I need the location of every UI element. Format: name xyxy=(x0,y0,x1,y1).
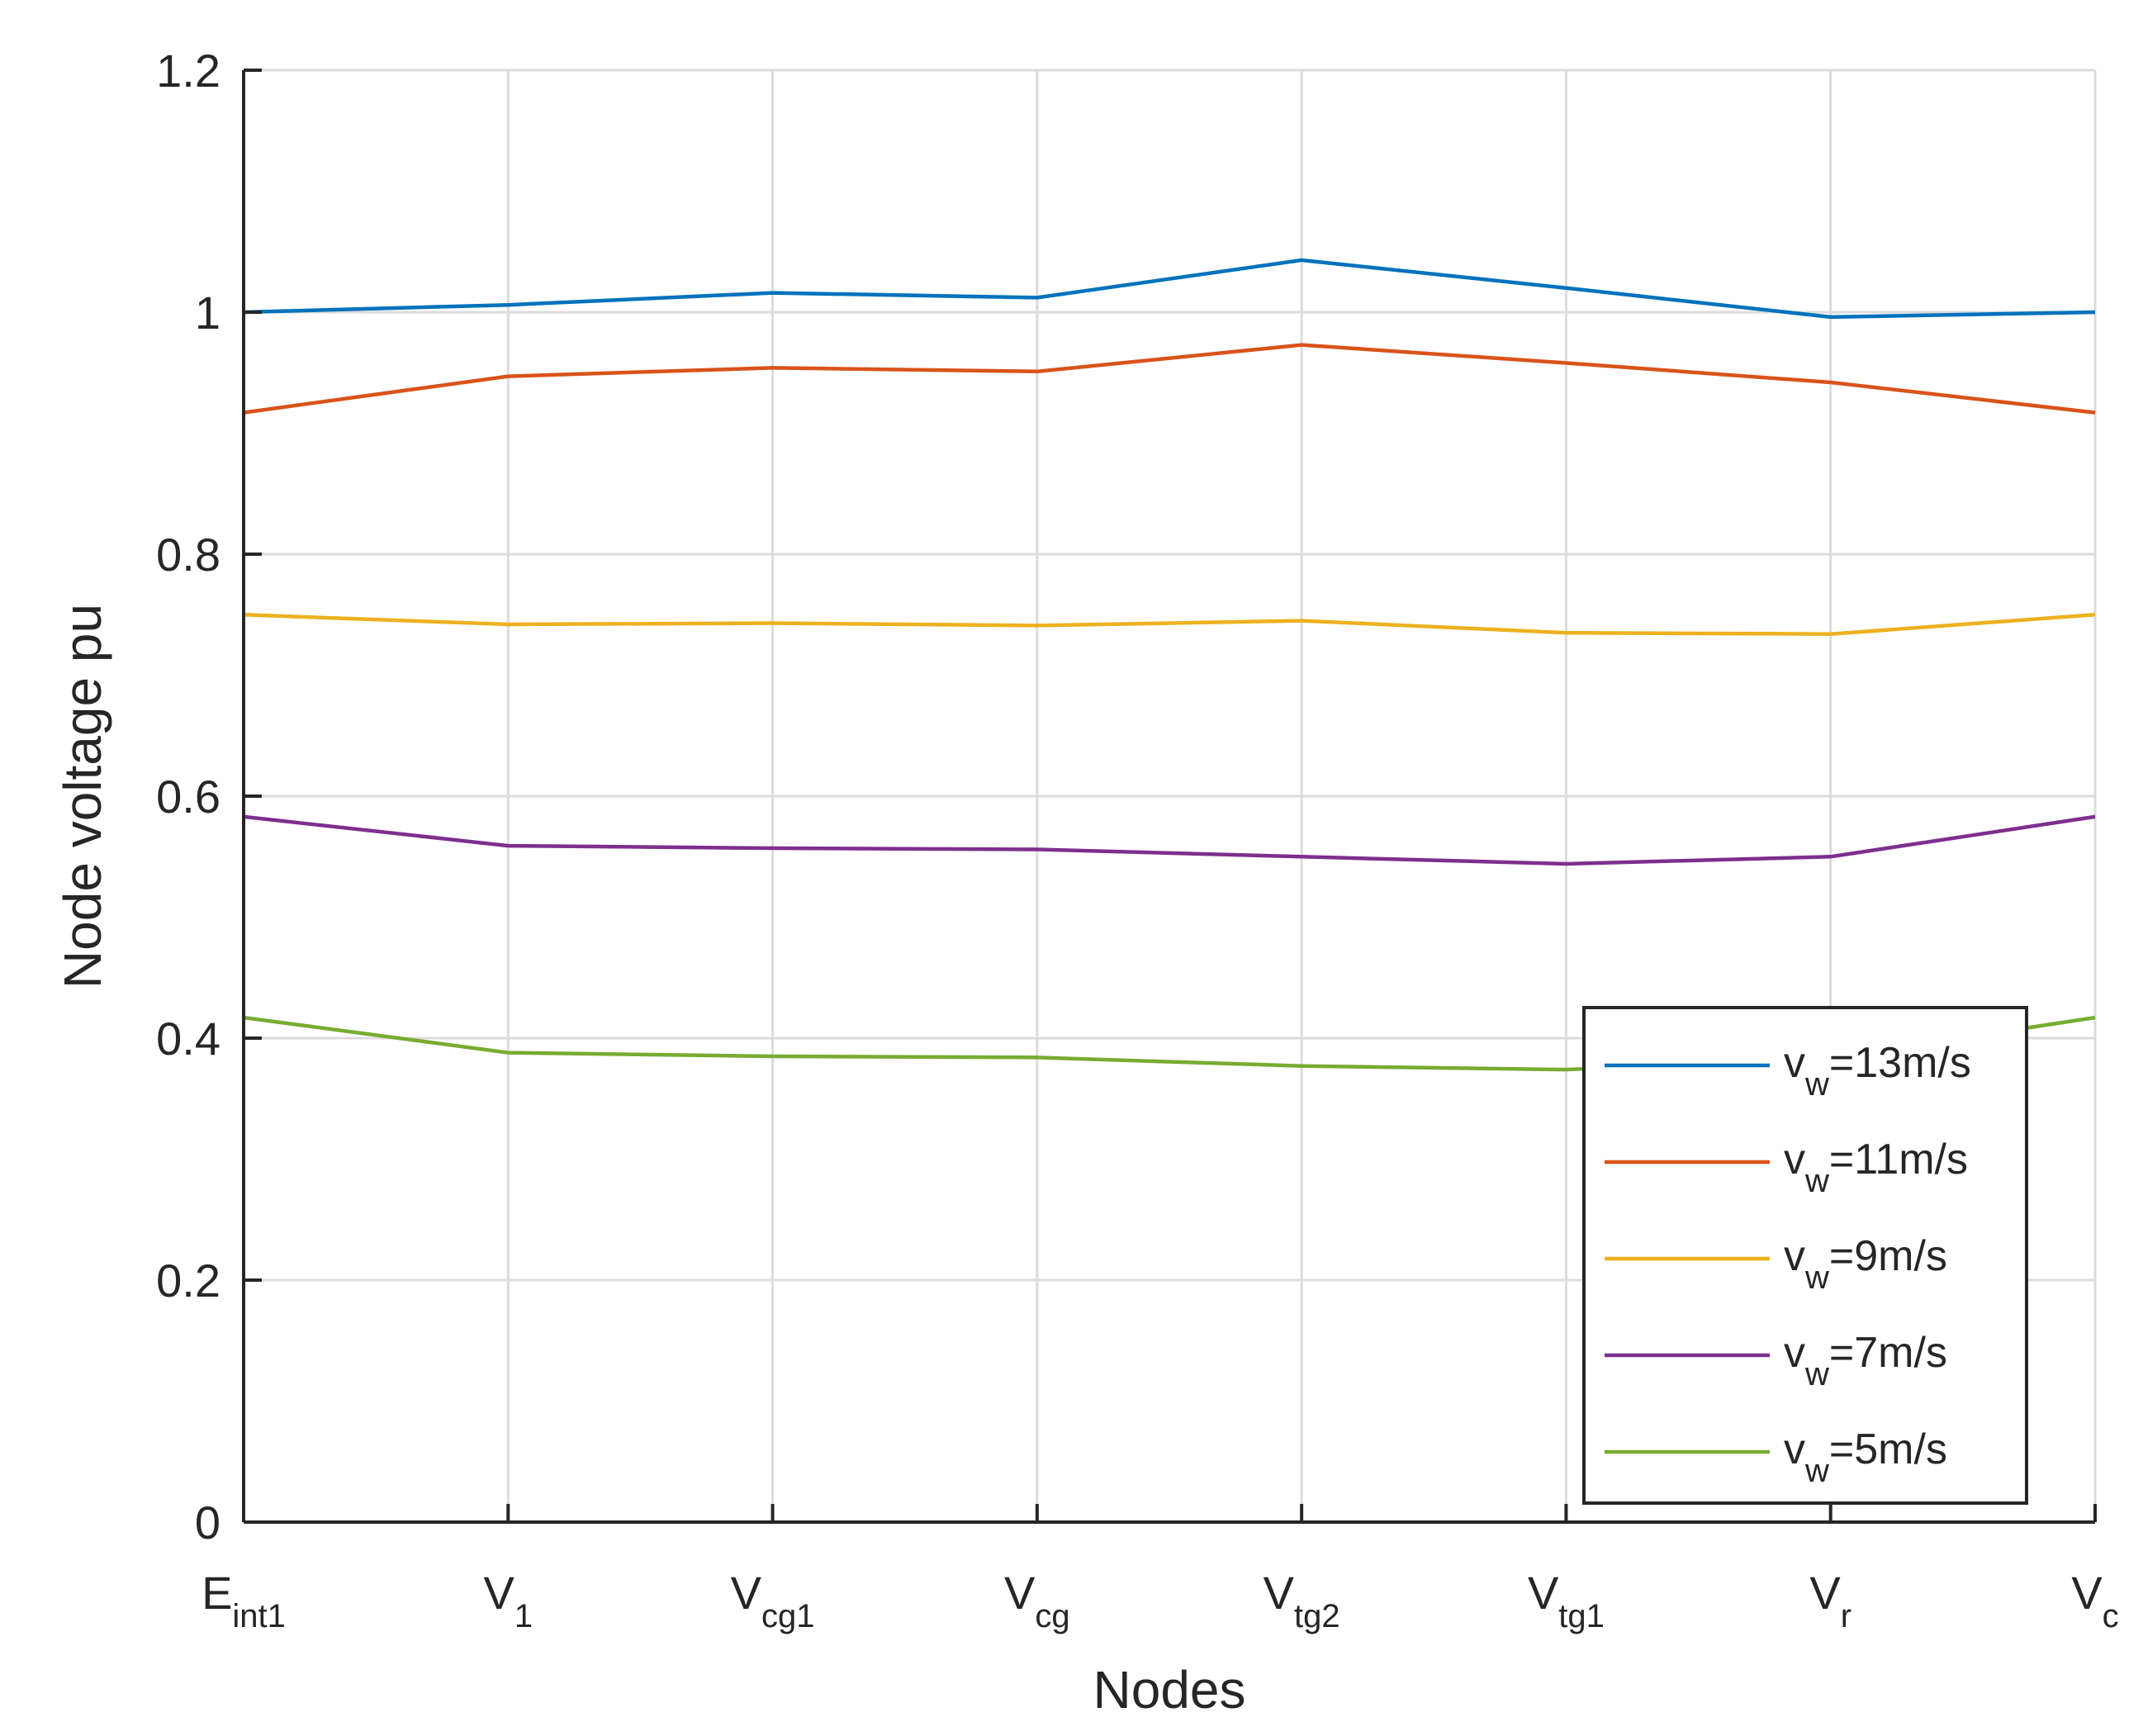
series-layer xyxy=(243,258,2096,1072)
x-tick-label: V1 xyxy=(483,1567,533,1634)
legend-box xyxy=(1582,1006,2028,1505)
grid xyxy=(244,69,2097,1522)
legend-label-4: vw=5m/s xyxy=(1784,1425,1947,1489)
legend-label-1: vw=11m/s xyxy=(1784,1136,1968,1199)
y-tick-label: 0.8 xyxy=(156,529,220,581)
x-tick-label: Vcg1 xyxy=(731,1567,815,1634)
y-tick-label: 0 xyxy=(195,1496,220,1549)
x-tick-label: Vc xyxy=(2071,1567,2118,1634)
x-axis-label: Nodes xyxy=(1093,1660,1246,1719)
legend-label-3: vw=7m/s xyxy=(1784,1329,1947,1392)
x-tick-label: Vcg xyxy=(1004,1567,1070,1634)
legend-label-0: vw=13m/s xyxy=(1784,1039,1971,1103)
x-tick-label: Vr xyxy=(1809,1567,1851,1634)
x-tick-label: Eint1 xyxy=(201,1567,286,1634)
x-tick-label: Vtg1 xyxy=(1528,1567,1605,1634)
legend-label-2: vw=9m/s xyxy=(1784,1232,1947,1296)
series-line-2 xyxy=(243,613,2096,636)
series-line-1 xyxy=(243,343,2096,415)
y-tick-label: 0.4 xyxy=(156,1013,220,1065)
y-tick-label: 0.2 xyxy=(156,1255,220,1307)
ticks: 0 0.2 0.4 0.6 0.8 1 1.2 Eint1 V1 Vcg1 Vcg Vtg2 Vtg1 V… xyxy=(156,45,2119,1634)
series-line-0 xyxy=(243,258,2096,320)
y-tick-label: 1 xyxy=(195,287,220,339)
series-line-3 xyxy=(243,814,2096,866)
y-tick-label: 0.6 xyxy=(156,771,220,823)
y-tick-label: 1.2 xyxy=(156,45,220,97)
legend: vw=13m/s vw=11m/s vw=9m/s vw=7m/s vw=5m/s xyxy=(1582,1006,2028,1505)
y-axis-label: Node voltage pu xyxy=(53,604,112,989)
x-tick-label: Vtg2 xyxy=(1264,1567,1340,1634)
